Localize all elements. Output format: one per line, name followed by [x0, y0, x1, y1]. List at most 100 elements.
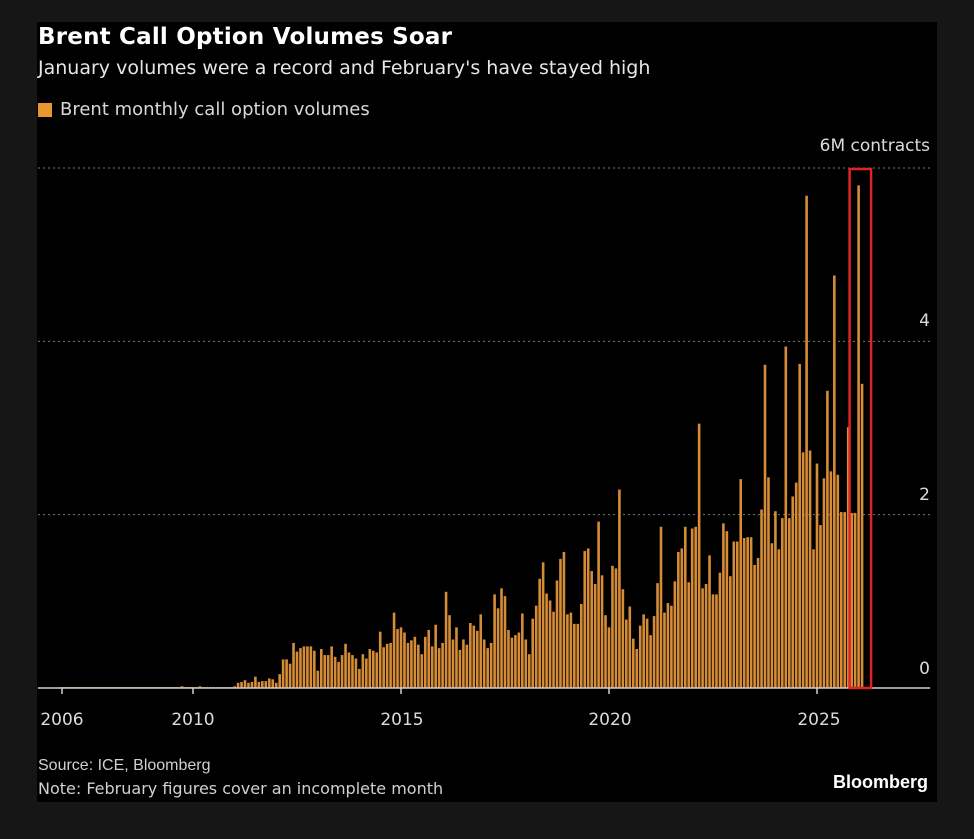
bar: [718, 572, 722, 688]
bar: [243, 680, 247, 688]
bar: [180, 686, 184, 688]
bar: [722, 523, 725, 688]
bar: [285, 659, 288, 688]
bar: [836, 474, 840, 688]
bar: [274, 682, 278, 688]
bar: [638, 625, 642, 688]
x-tick-label: 2006: [40, 710, 83, 730]
y-tick-label: 0: [919, 659, 930, 679]
bar: [635, 649, 639, 688]
bar: [756, 558, 760, 688]
bar: [760, 509, 763, 688]
bar: [618, 489, 621, 688]
bar: [396, 629, 399, 688]
bar: [254, 676, 257, 688]
bar: [683, 526, 687, 688]
x-tick-label: 2010: [171, 710, 214, 730]
bar: [808, 450, 812, 688]
bar: [479, 614, 483, 688]
bar: [250, 681, 254, 688]
bar: [822, 478, 826, 688]
bar: [826, 390, 829, 688]
bar: [729, 576, 732, 688]
bar: [354, 658, 358, 688]
bar: [614, 568, 618, 688]
bar: [566, 614, 569, 688]
bar: [656, 583, 659, 688]
bar: [819, 525, 822, 688]
bar: [711, 594, 715, 688]
bar: [347, 652, 351, 688]
bar: [295, 651, 299, 688]
x-tick-label: 2025: [797, 710, 840, 730]
bar: [358, 668, 361, 688]
x-tick-label: 2015: [380, 710, 423, 730]
bar: [586, 548, 590, 688]
bar: [278, 674, 281, 688]
bar: [496, 608, 500, 688]
bar: [576, 623, 580, 688]
bar: [673, 581, 677, 688]
bar: [236, 682, 240, 688]
bar: [631, 638, 635, 688]
bar: [257, 681, 261, 688]
bar: [427, 629, 431, 688]
bar: [503, 596, 507, 688]
bar: [732, 541, 736, 688]
bar: [462, 639, 465, 688]
bar: [472, 625, 476, 688]
bar: [531, 618, 535, 688]
bar: [787, 518, 791, 688]
bar: [742, 538, 746, 688]
bar: [593, 584, 597, 688]
bar: [767, 477, 770, 688]
bar: [555, 580, 559, 688]
bar: [524, 639, 528, 688]
highlight-box: [848, 167, 873, 690]
bar: [812, 549, 815, 688]
bar: [292, 642, 295, 688]
bar: [659, 526, 663, 688]
y-tick-label: 6M contracts: [820, 136, 930, 156]
bar: [670, 605, 673, 688]
x-tick-label: 2020: [588, 710, 631, 730]
bar: [410, 640, 413, 688]
bar: [583, 551, 587, 688]
bar: [482, 639, 486, 688]
bar: [545, 593, 548, 688]
bar: [337, 662, 340, 688]
bar: [600, 575, 604, 688]
bar: [281, 659, 285, 688]
bar: [579, 603, 583, 688]
bar: [413, 636, 417, 688]
bar: [735, 541, 739, 688]
bar: [527, 654, 531, 688]
bar: [299, 648, 302, 688]
bar: [701, 588, 704, 688]
bar: [833, 275, 836, 688]
bar: [794, 482, 798, 688]
bar: [746, 537, 749, 688]
bar: [333, 656, 337, 688]
bar: [420, 654, 424, 688]
y-tick-label: 4: [919, 311, 930, 331]
bar: [323, 655, 327, 688]
bar: [815, 463, 819, 688]
bar: [798, 363, 801, 688]
bar: [770, 543, 774, 688]
bar: [434, 624, 437, 688]
bar: [839, 512, 843, 688]
bar: [233, 686, 236, 688]
bar: [739, 479, 743, 688]
bar: [517, 632, 521, 688]
bar: [437, 648, 441, 688]
bar: [663, 612, 666, 688]
bar: [389, 642, 392, 688]
bar: [313, 650, 316, 688]
bar: [261, 681, 264, 688]
bar: [541, 562, 545, 688]
bar: [378, 631, 382, 688]
bar: [857, 185, 860, 689]
bar: [417, 644, 420, 688]
bar: [351, 655, 354, 688]
